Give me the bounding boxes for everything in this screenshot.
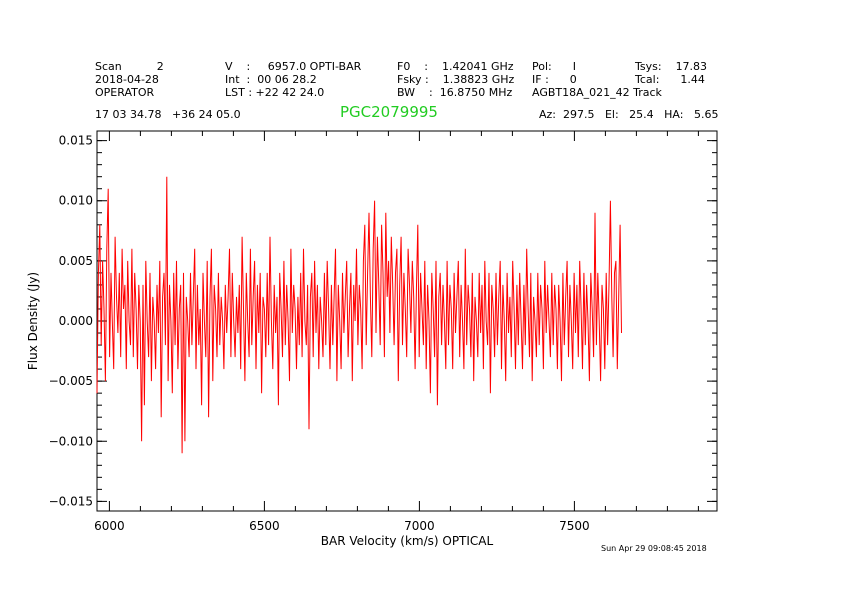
header-tcal: Tcal: 1.44 xyxy=(635,73,705,86)
y-tick-label: −0.015 xyxy=(49,494,93,508)
y-tick-label: −0.005 xyxy=(49,374,93,388)
y-tick-label: 0.015 xyxy=(59,134,93,148)
x-tick-label: 7500 xyxy=(559,519,590,533)
y-tick-label: −0.010 xyxy=(49,434,93,448)
spectrum-series-line xyxy=(96,176,622,454)
header-project: AGBT18A_021_42 Track xyxy=(532,86,662,99)
header-f0: F0 : 1.42041 GHz xyxy=(397,60,514,73)
y-tick-label: 0.010 xyxy=(59,194,93,208)
header-pol: Pol: I xyxy=(532,60,576,73)
header-az-el-ha: Az: 297.5 El: 25.4 HA: 5.65 xyxy=(539,108,719,121)
header-tsys: Tsys: 17.83 xyxy=(635,60,708,73)
header-date: 2018-04-28 xyxy=(95,73,159,86)
header-int: Int : 00 06 28.2 xyxy=(225,73,317,86)
x-tick-label: 6500 xyxy=(249,519,280,533)
x-tick-label: 6000 xyxy=(94,519,125,533)
header-operator: OPERATOR xyxy=(95,86,155,99)
x-axis: 6000 6500 7000 7500 xyxy=(94,131,699,533)
footer-timestamp: Sun Apr 29 09:08:45 2018 xyxy=(601,544,707,553)
y-tick-label: 0.005 xyxy=(59,254,93,268)
x-axis-title: BAR Velocity (km/s) OPTICAL xyxy=(321,534,494,548)
header-bw: BW : 16.8750 MHz xyxy=(397,86,513,99)
header-fsky: Fsky : 1.38823 GHz xyxy=(397,73,515,86)
header-if: IF : 0 xyxy=(532,73,577,86)
y-axis-title: Flux Density (Jy) xyxy=(26,272,40,370)
header-scan: Scan 2 xyxy=(95,60,164,73)
header-velocity: V : 6957.0 OPTI-BAR xyxy=(225,60,362,73)
x-tick-label: 7000 xyxy=(404,519,435,533)
header-coordinates: 17 03 34.78 +36 24 05.0 xyxy=(95,108,241,121)
object-name: PGC2079995 xyxy=(340,103,438,121)
header-lst: LST : +22 42 24.0 xyxy=(225,86,325,99)
y-tick-label: 0.000 xyxy=(59,314,93,328)
y-axis: −0.015 −0.010 −0.005 0.000 0.005 0.010 0.015 xyxy=(49,134,717,508)
